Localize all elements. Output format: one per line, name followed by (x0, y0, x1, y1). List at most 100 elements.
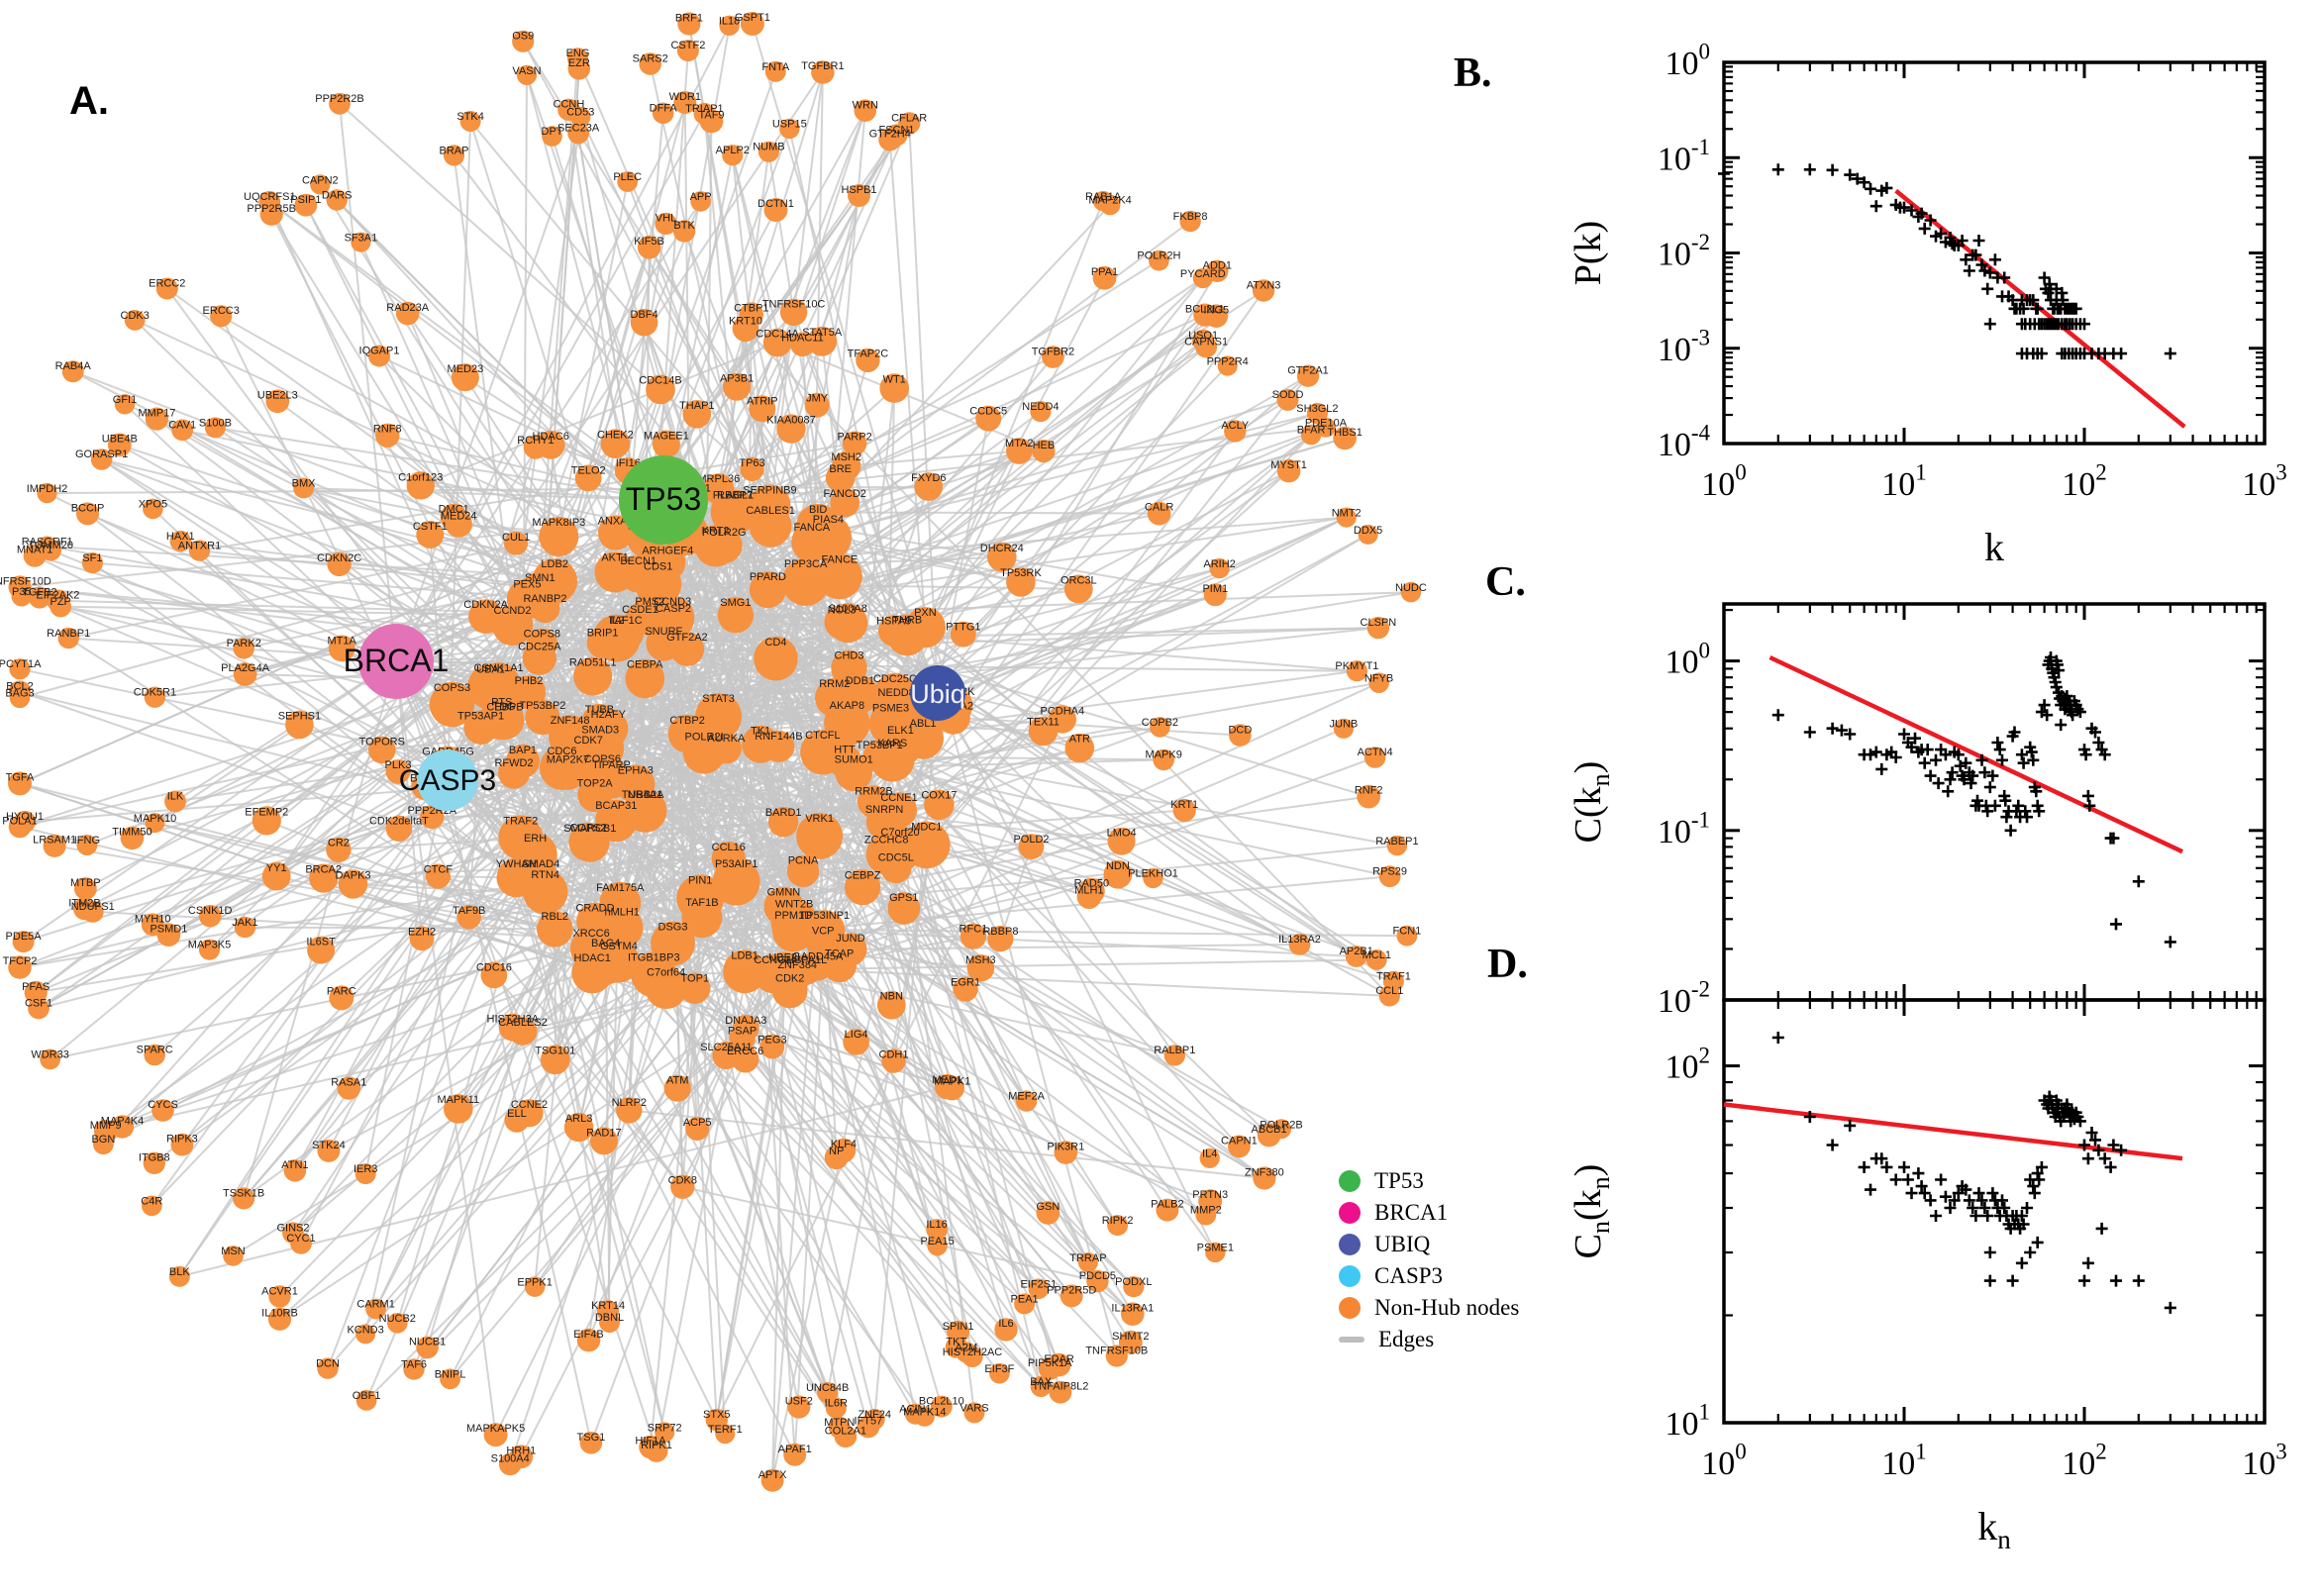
gene-label: RCHY1 (517, 435, 554, 447)
network-node (598, 515, 634, 550)
fit-line (1723, 1102, 2183, 1161)
hub-node-tp53 (619, 455, 708, 545)
network-node (1195, 336, 1218, 358)
gene-label: SMAD4 (522, 858, 559, 870)
gene-label: EFEMP2 (245, 806, 288, 818)
legend-item-casp3: CASP3 (1339, 1263, 1519, 1288)
gene-label: STX5 (703, 1409, 731, 1421)
gene-label: EIF4B (573, 1329, 604, 1341)
network-node (233, 662, 257, 686)
network-node (120, 826, 145, 850)
gene-label: THRB (892, 615, 922, 627)
gene-label: RBBP7 (717, 490, 753, 502)
network-node (327, 551, 352, 577)
gene-label: KRT2 (702, 525, 730, 537)
scatter-points (1771, 651, 2176, 948)
data-point (1844, 728, 1857, 741)
gene-label: CTBP1 (734, 302, 768, 314)
data-point (1826, 1139, 1839, 1151)
gene-label: SF3A1 (345, 233, 378, 245)
gene-label: RASA1 (331, 1076, 366, 1088)
network-nodes (8, 12, 1422, 1492)
gene-label: TRRAP (1069, 1252, 1106, 1264)
gene-label: BCAP31 (595, 800, 637, 812)
network-node (723, 372, 752, 401)
network-node (670, 1174, 695, 1199)
gene-label: DDB1 (846, 675, 874, 687)
network-node (975, 405, 1002, 432)
gene-label: S100B (199, 417, 232, 429)
gene-label: PARC (327, 985, 356, 997)
tick-label: 102 (2062, 460, 2107, 503)
data-point (1963, 264, 1975, 277)
gene-label: PPARD (750, 571, 786, 583)
network-node (963, 1402, 985, 1424)
gene-label: MAPK10 (134, 813, 176, 825)
network-node (307, 936, 336, 964)
gene-label: KIF5B (634, 236, 664, 248)
gene-label: CFLAR (891, 112, 927, 124)
data-point (1869, 746, 1882, 758)
gene-label: CDH1 (879, 1048, 909, 1060)
data-point (2098, 748, 2111, 761)
data-point (2021, 1202, 2033, 1214)
gene-label: KLF4 (831, 1139, 857, 1150)
gene-label: SEPHS1 (278, 711, 321, 723)
gene-label: ATN1 (281, 1159, 308, 1171)
gene-label: ELK1 (887, 725, 914, 737)
network-node-labels: AURKA YWHAH PHB2 VCP CCNG1 TP53BP2 PIN1 JUND TUB… (0, 12, 1427, 1481)
network-node (1118, 1330, 1143, 1354)
gene-label: DDX5 (1354, 525, 1382, 537)
network-node (1015, 1090, 1038, 1112)
gene-label: OBF1 (353, 1390, 381, 1402)
gene-label: PIK3R1 (1047, 1141, 1084, 1152)
gene-label: ITGB8 (139, 1152, 170, 1164)
gene-label: BRE (829, 463, 852, 475)
gene-label: SEC23A (557, 123, 600, 135)
data-point (2031, 799, 2044, 812)
network-node (144, 1044, 165, 1066)
data-point (2008, 726, 2021, 739)
network-node (786, 854, 820, 888)
data-point (2004, 824, 2017, 837)
gene-label: IL16 (926, 1219, 947, 1231)
gene-label: PCDHA4 (1040, 705, 1084, 717)
gene-label: hMLH1 (604, 907, 639, 919)
plot-frame (1722, 998, 2267, 1425)
gene-label: TGFBR2 (1032, 346, 1074, 357)
network-node (1386, 835, 1408, 856)
gene-label: CDK3 (121, 310, 150, 322)
gene-label: TP53BP2 (519, 700, 565, 712)
network-node (1032, 440, 1056, 463)
y-axis-label: C(kn​) (1567, 761, 1615, 844)
gene-label: CD53 (566, 107, 594, 119)
data-point (1930, 753, 1942, 766)
network-node (73, 897, 96, 921)
gene-label: TP53INP1 (799, 910, 850, 922)
data-point (1865, 1183, 1876, 1196)
hub-node-casp3 (417, 749, 478, 811)
network-node (597, 1300, 620, 1323)
gene-label: MT1A (328, 636, 357, 648)
gene-label: CABLES2 (498, 1017, 548, 1029)
data-point (1718, 167, 1730, 180)
gene-label: PIM1 (1202, 583, 1228, 595)
data-point (1898, 1160, 1910, 1173)
network-node (93, 1119, 118, 1144)
data-point (2073, 1115, 2086, 1128)
network-node (1047, 1352, 1071, 1377)
network-node (385, 815, 413, 842)
data-point (1993, 744, 2006, 756)
data-point (2041, 709, 2054, 722)
network-node (1121, 1302, 1145, 1326)
network-node (526, 628, 557, 659)
gene-label: POLR2H (1137, 250, 1180, 262)
network-node (563, 1112, 594, 1143)
data-point (1960, 756, 1972, 769)
network-node (1336, 507, 1357, 528)
gene-label: CCL1 (1375, 985, 1403, 997)
data-point (1869, 200, 1882, 213)
network-node (914, 472, 944, 501)
gene-label: XRCC6 (572, 928, 609, 940)
data-point (1988, 799, 2001, 812)
